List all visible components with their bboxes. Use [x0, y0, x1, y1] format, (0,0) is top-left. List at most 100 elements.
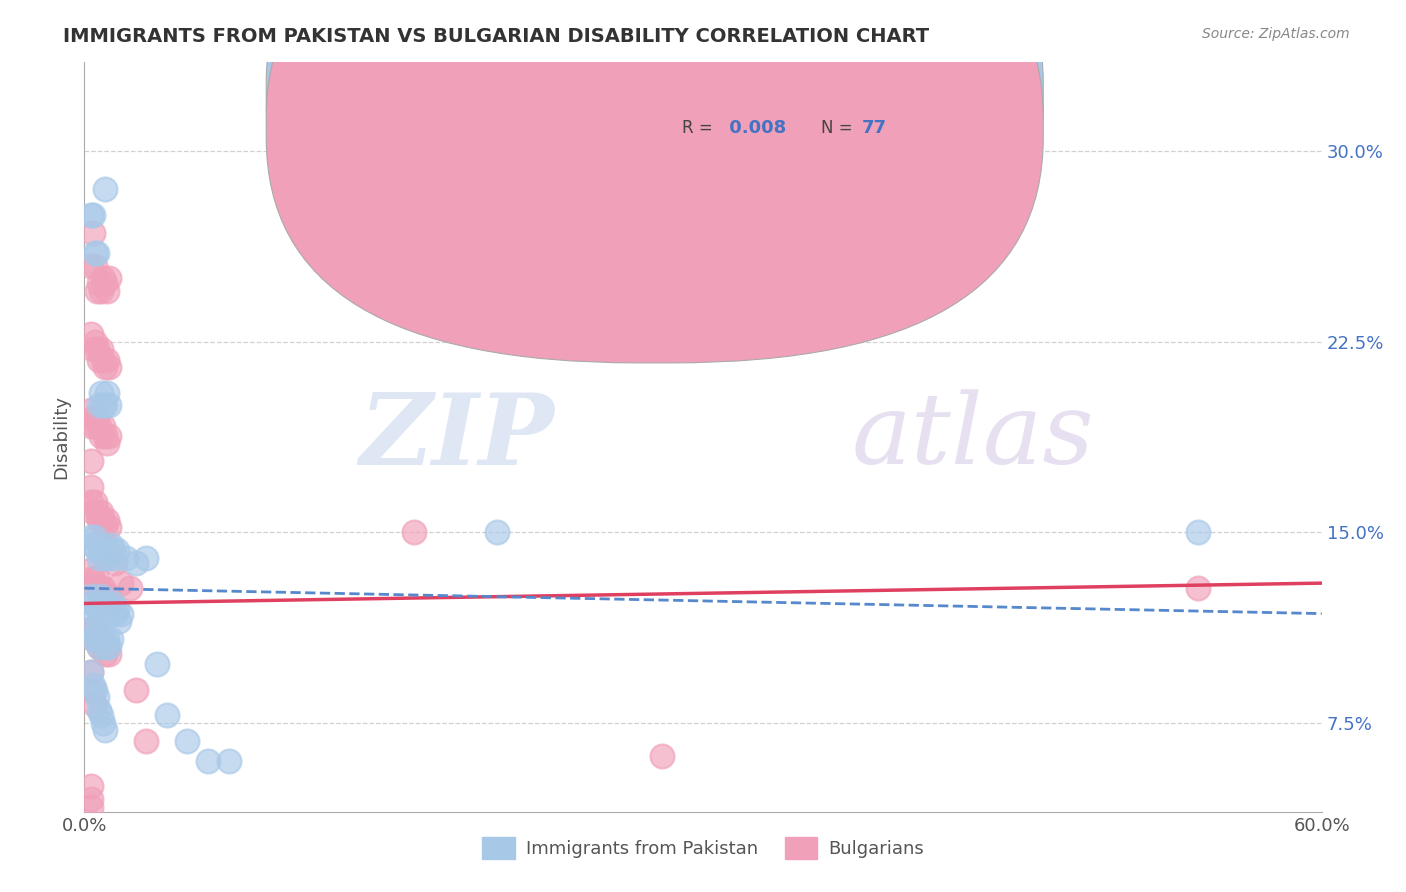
Point	[82, 538, 104, 552]
Point	[87, 418, 110, 433]
FancyBboxPatch shape	[266, 0, 1043, 363]
Point	[91, 352, 114, 367]
Text: R =: R =	[682, 84, 718, 103]
Point	[86, 601, 108, 615]
Point	[79, 530, 101, 544]
Text: 0.008: 0.008	[723, 119, 786, 136]
Point	[91, 513, 114, 527]
Point	[87, 513, 110, 527]
Point	[145, 657, 167, 672]
Point	[104, 607, 127, 621]
Point	[100, 632, 122, 646]
Point	[94, 647, 117, 661]
Point	[87, 703, 110, 717]
Point	[83, 682, 105, 697]
Point	[82, 632, 104, 646]
Point	[83, 581, 105, 595]
Point	[82, 571, 104, 585]
Point	[83, 418, 105, 433]
Point	[82, 682, 104, 697]
Point	[98, 398, 121, 412]
Point	[82, 632, 104, 646]
Point	[91, 581, 114, 595]
Point	[96, 640, 118, 654]
Text: R =: R =	[682, 119, 718, 136]
Text: IMMIGRANTS FROM PAKISTAN VS BULGARIAN DISABILITY CORRELATION CHART: IMMIGRANTS FROM PAKISTAN VS BULGARIAN DI…	[63, 27, 929, 45]
Point	[87, 277, 110, 291]
Point	[87, 352, 110, 367]
Point	[90, 505, 112, 519]
Point	[91, 715, 114, 730]
Point	[82, 411, 104, 425]
Point	[176, 733, 198, 747]
Point	[86, 543, 108, 558]
Point	[105, 601, 128, 615]
Point	[100, 538, 122, 552]
Point	[86, 284, 108, 298]
Point	[114, 550, 136, 565]
Point	[90, 538, 112, 552]
Point	[94, 277, 117, 291]
Point	[96, 597, 118, 611]
Point	[110, 607, 132, 621]
Text: N =: N =	[821, 84, 858, 103]
Point	[96, 284, 118, 298]
Point	[96, 385, 118, 400]
Point	[485, 525, 508, 540]
Point	[87, 550, 110, 565]
Point	[87, 640, 110, 654]
Point	[96, 597, 118, 611]
Point	[79, 327, 101, 342]
Point	[87, 581, 110, 595]
Point	[83, 259, 105, 273]
Point	[100, 601, 122, 615]
Point	[1187, 525, 1209, 540]
Text: Source: ZipAtlas.com: Source: ZipAtlas.com	[1202, 27, 1350, 41]
Point	[96, 352, 118, 367]
Text: N =: N =	[821, 119, 858, 136]
Point	[83, 495, 105, 509]
Text: atlas: atlas	[852, 390, 1094, 484]
Point	[1187, 581, 1209, 595]
Text: -0.009: -0.009	[723, 84, 787, 103]
Point	[135, 550, 157, 565]
FancyBboxPatch shape	[266, 0, 1043, 328]
Point	[91, 632, 114, 646]
Point	[156, 708, 179, 723]
Point	[125, 556, 148, 570]
Point	[90, 385, 112, 400]
Point	[90, 627, 112, 641]
Point	[83, 334, 105, 349]
Point	[104, 550, 127, 565]
Y-axis label: Disability: Disability	[52, 395, 70, 479]
Point	[79, 622, 101, 636]
Point	[83, 246, 105, 260]
Point	[98, 360, 121, 375]
Point	[91, 418, 114, 433]
Point	[82, 208, 104, 222]
Point	[90, 589, 112, 603]
Legend: Immigrants from Pakistan, Bulgarians: Immigrants from Pakistan, Bulgarians	[475, 830, 931, 866]
Point	[404, 525, 426, 540]
Point	[90, 429, 112, 443]
FancyBboxPatch shape	[628, 74, 976, 153]
Point	[98, 271, 121, 285]
Point	[79, 418, 101, 433]
Point	[98, 520, 121, 534]
Point	[103, 597, 125, 611]
Point	[218, 754, 240, 768]
Point	[79, 495, 101, 509]
Text: 70: 70	[862, 84, 886, 103]
Point	[83, 698, 105, 712]
Point	[96, 513, 118, 527]
Point	[86, 690, 108, 705]
Point	[94, 398, 117, 412]
Point	[94, 429, 117, 443]
Point	[103, 543, 125, 558]
Point	[197, 754, 219, 768]
Point	[83, 607, 105, 621]
Point	[98, 640, 121, 654]
Point	[96, 436, 118, 450]
Point	[87, 398, 110, 412]
Point	[91, 398, 114, 412]
